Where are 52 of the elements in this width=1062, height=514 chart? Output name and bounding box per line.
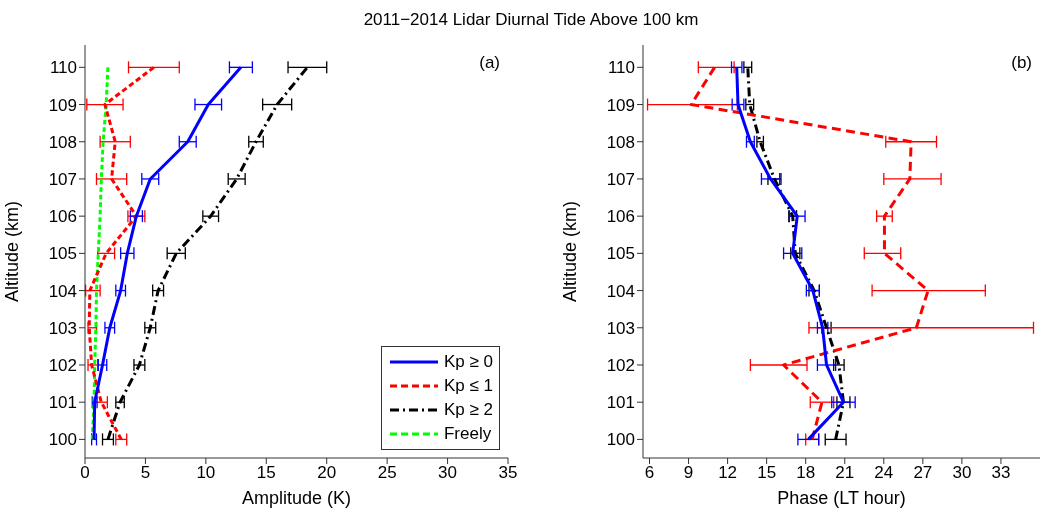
y-tick-label: 101 [606, 393, 635, 413]
annotation: (a) [479, 53, 500, 73]
x-tick-label: 35 [498, 463, 518, 483]
x-tick-label: 9 [683, 463, 694, 483]
y-axis-title: Altitude (km) [2, 200, 23, 303]
x-tick-label: 6 [644, 463, 655, 483]
y-axis-title: Altitude (km) [560, 200, 581, 303]
x-tick-label: 15 [256, 463, 276, 483]
line-series [90, 65, 110, 441]
x-tick-label: 30 [952, 463, 972, 483]
y-tick-label: 104 [606, 281, 635, 301]
chart-title: 2011−2014 Lidar Diurnal Tide Above 100 km [362, 10, 700, 30]
y-tick-label: 109 [606, 95, 635, 115]
legend-label: Kp ≤ 1 [443, 375, 493, 397]
legend-label: Kp ≥ 0 [443, 351, 493, 373]
x-tick-label: 21 [835, 463, 855, 483]
y-tick-label: 107 [606, 169, 635, 189]
x-tick-label: 0 [80, 463, 90, 483]
y-tick-label: 110 [49, 58, 77, 78]
x-tick-label: 24 [874, 463, 894, 483]
legend-label: Freely [443, 423, 492, 445]
y-tick-label: 105 [606, 244, 635, 264]
x-tick-label: 25 [377, 463, 397, 483]
legend-label: Kp ≥ 2 [443, 399, 493, 421]
annotation: (b) [1011, 53, 1032, 73]
y-tick-label: 102 [48, 356, 77, 376]
y-tick-label: 103 [48, 318, 77, 338]
y-tick-label: 107 [48, 169, 77, 189]
y-tick-label: 109 [48, 95, 77, 115]
x-axis-title: Amplitude (K) [241, 488, 352, 508]
x-tick-label: 15 [757, 463, 777, 483]
x-tick-label: 12 [718, 463, 738, 483]
y-tick-label: 108 [606, 132, 635, 152]
y-tick-label: 102 [606, 356, 635, 376]
y-tick-label: 101 [48, 393, 77, 413]
y-tick-label: 108 [48, 132, 77, 152]
x-tick-label: 27 [913, 463, 933, 483]
y-tick-label: 106 [48, 207, 77, 227]
y-tick-label: 103 [606, 318, 635, 338]
y-tick-label: 110 [607, 58, 635, 78]
x-tick-label: 5 [140, 463, 151, 483]
y-tick-label: 100 [606, 430, 635, 450]
y-tick-label: 100 [48, 430, 77, 450]
y-tick-label: 104 [48, 281, 77, 301]
x-tick-label: 30 [438, 463, 458, 483]
x-tick-label: 18 [796, 463, 816, 483]
x-tick-label: 20 [317, 463, 337, 483]
x-tick-label: 10 [196, 463, 216, 483]
x-axis-title: Phase (LT hour) [777, 488, 906, 508]
x-tick-label: 33 [991, 463, 1011, 483]
y-tick-label: 106 [606, 207, 635, 227]
y-tick-label: 105 [48, 244, 77, 264]
